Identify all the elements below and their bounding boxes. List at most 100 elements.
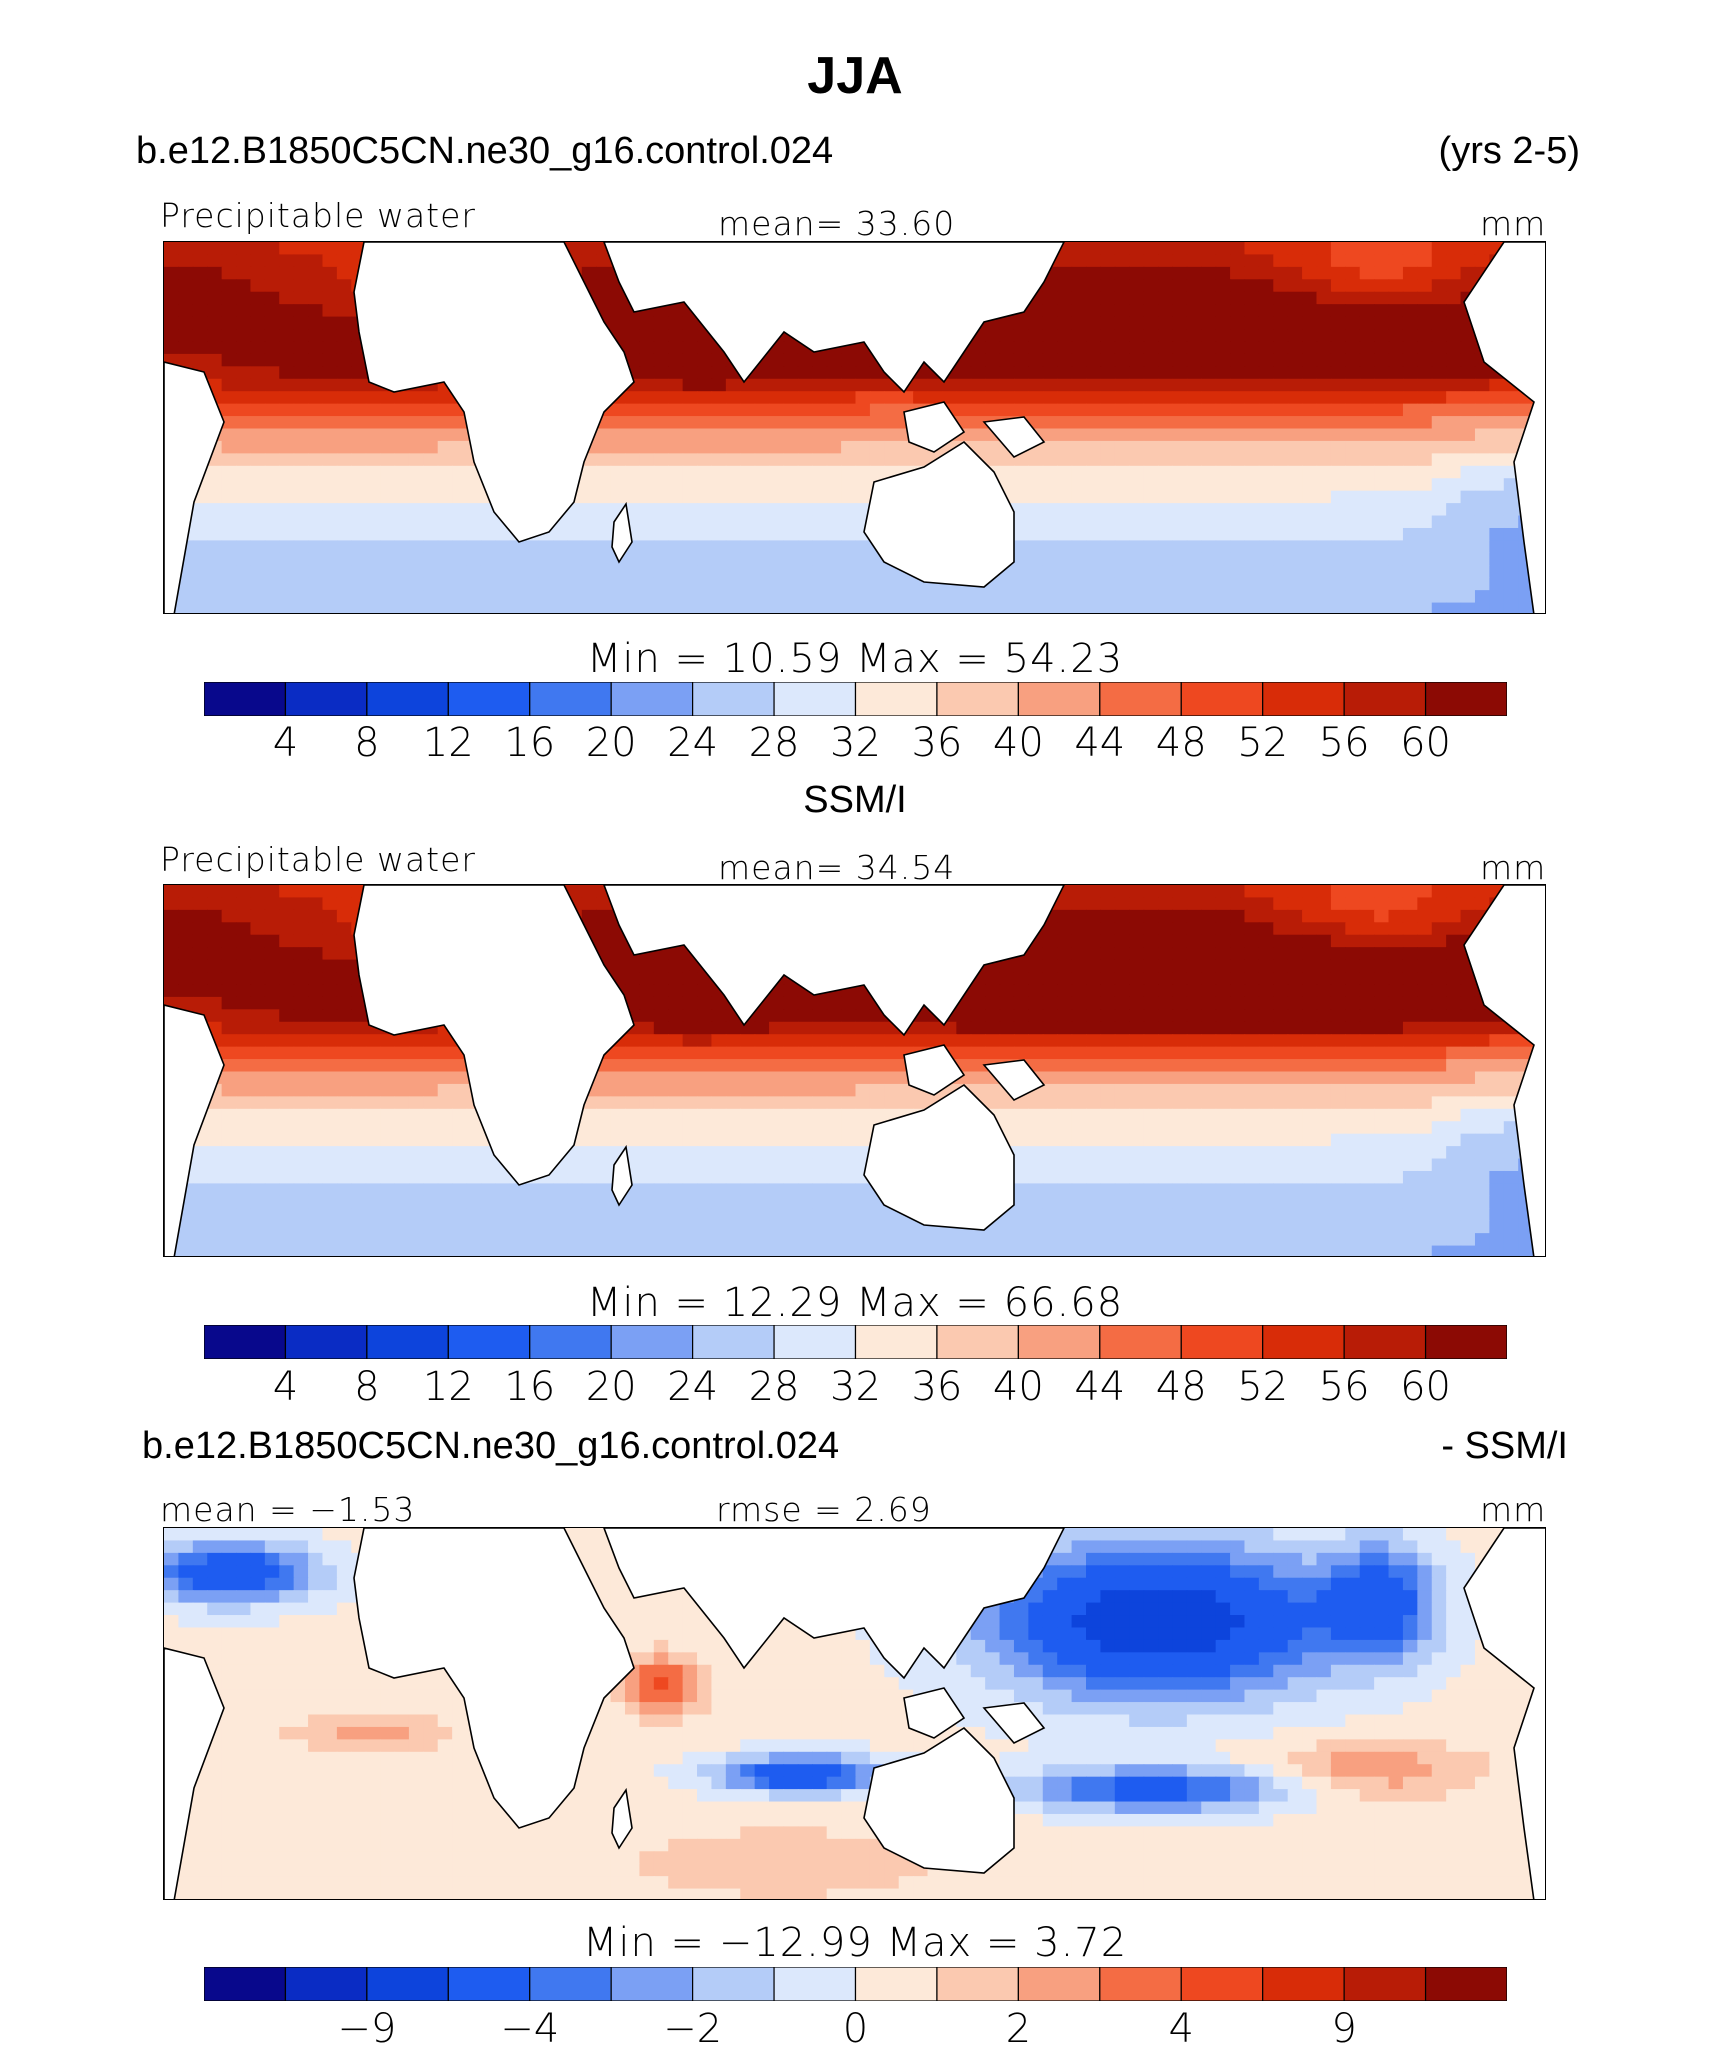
field-cell: [250, 934, 266, 948]
field-cell: [1374, 478, 1390, 492]
field-cell: [293, 1133, 309, 1147]
field-cell: [1330, 329, 1346, 343]
field-cell: [985, 1021, 1001, 1035]
field-cell: [610, 416, 626, 430]
field-cell: [264, 1071, 280, 1085]
field-cell: [423, 565, 439, 579]
field-cell: [999, 1009, 1015, 1023]
field-cell: [625, 996, 641, 1010]
field-cell: [207, 304, 223, 318]
field-cell: [812, 552, 828, 566]
field-cell: [394, 1146, 410, 1160]
field-cell: [1143, 341, 1159, 355]
field-cell: [725, 428, 741, 442]
field-cell: [1258, 1046, 1274, 1060]
colorbar-swatch: [1099, 682, 1182, 716]
field-cell: [1359, 341, 1375, 355]
field-cell: [1273, 1121, 1289, 1135]
field-cell: [1215, 565, 1231, 579]
field-cell: [1186, 565, 1202, 579]
field-cell: [1460, 897, 1476, 911]
field-cell: [1345, 1034, 1361, 1048]
field-cell: [855, 440, 871, 454]
field-cell: [1417, 1096, 1433, 1110]
field-cell: [898, 1034, 914, 1048]
field-cell: [668, 1133, 684, 1147]
field-cell: [668, 1034, 684, 1048]
field-cell: [1460, 453, 1476, 467]
field-cell: [697, 440, 713, 454]
field-cell: [1388, 909, 1404, 923]
field-cell: [221, 329, 237, 343]
field-cell: [308, 1083, 324, 1097]
field-cell: [1215, 1059, 1231, 1073]
field-cell: [625, 1133, 641, 1147]
field-cell: [1129, 1059, 1145, 1073]
field-cell: [1446, 329, 1462, 343]
field-cell: [264, 1121, 280, 1135]
field-cell: [1172, 1046, 1188, 1060]
field-cell: [826, 1133, 842, 1147]
field-cell: [1086, 540, 1102, 554]
field-cell: [178, 242, 194, 256]
field-cell: [1143, 254, 1159, 268]
field-cell: [1460, 490, 1476, 504]
field-cell: [668, 1121, 684, 1135]
field-cell: [812, 590, 828, 604]
field-cell: [1244, 577, 1260, 591]
field-cell: [1215, 1021, 1231, 1035]
field-cell: [1431, 1046, 1447, 1060]
field-cell: [1172, 1121, 1188, 1135]
field-cell: [423, 490, 439, 504]
field-cell: [855, 490, 871, 504]
field-cell: [1042, 329, 1058, 343]
field-cell: [250, 1059, 266, 1073]
field-cell: [1215, 897, 1231, 911]
field-cell: [1244, 885, 1260, 899]
field-cell: [1172, 329, 1188, 343]
field-cell: [1345, 897, 1361, 911]
field-cell: [682, 316, 698, 330]
field-cell: [985, 341, 1001, 355]
field-cell: [264, 490, 280, 504]
field-cell: [236, 391, 252, 405]
field-cell: [1446, 1071, 1462, 1085]
field-cell: [236, 590, 252, 604]
field-cell: [1230, 577, 1246, 591]
field-cell: [1186, 552, 1202, 566]
field-cell: [1201, 909, 1217, 923]
field-cell: [308, 540, 324, 554]
field-cell: [610, 959, 626, 973]
field-cell: [1402, 304, 1418, 318]
field-cell: [1474, 1121, 1490, 1135]
field-cell: [1086, 329, 1102, 343]
field-cell: [264, 885, 280, 899]
field-cell: [855, 1121, 871, 1135]
field-cell: [264, 934, 280, 948]
field-cell: [769, 478, 785, 492]
field-cell: [639, 428, 655, 442]
field-cell: [754, 565, 770, 579]
field-cell: [639, 1083, 655, 1097]
field-cell: [1302, 428, 1318, 442]
field-cell: [1287, 602, 1303, 613]
field-cell: [1244, 934, 1260, 948]
field-cell: [1172, 428, 1188, 442]
field-cell: [725, 416, 741, 430]
field-cell: [1028, 1121, 1044, 1135]
field-cell: [293, 329, 309, 343]
field-cell: [452, 1071, 468, 1085]
field-cell: [236, 465, 252, 479]
field-cell: [1302, 440, 1318, 454]
field-cell: [1302, 885, 1318, 899]
field-cell: [1330, 934, 1346, 948]
field-cell: [1302, 1108, 1318, 1122]
field-cell: [1359, 440, 1375, 454]
field-cell: [682, 440, 698, 454]
field-cell: [279, 972, 295, 986]
field-cell: [380, 602, 396, 613]
field-cell: [1345, 465, 1361, 479]
field-cell: [1201, 353, 1217, 367]
field-cell: [1114, 391, 1130, 405]
field-cell: [797, 478, 813, 492]
